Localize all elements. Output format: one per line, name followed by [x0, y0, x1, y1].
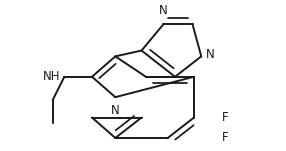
Text: N: N [111, 104, 120, 117]
Text: N: N [159, 4, 168, 17]
Text: F: F [222, 132, 228, 145]
Text: N: N [206, 48, 214, 61]
Text: F: F [222, 111, 228, 124]
Text: NH: NH [42, 70, 60, 83]
